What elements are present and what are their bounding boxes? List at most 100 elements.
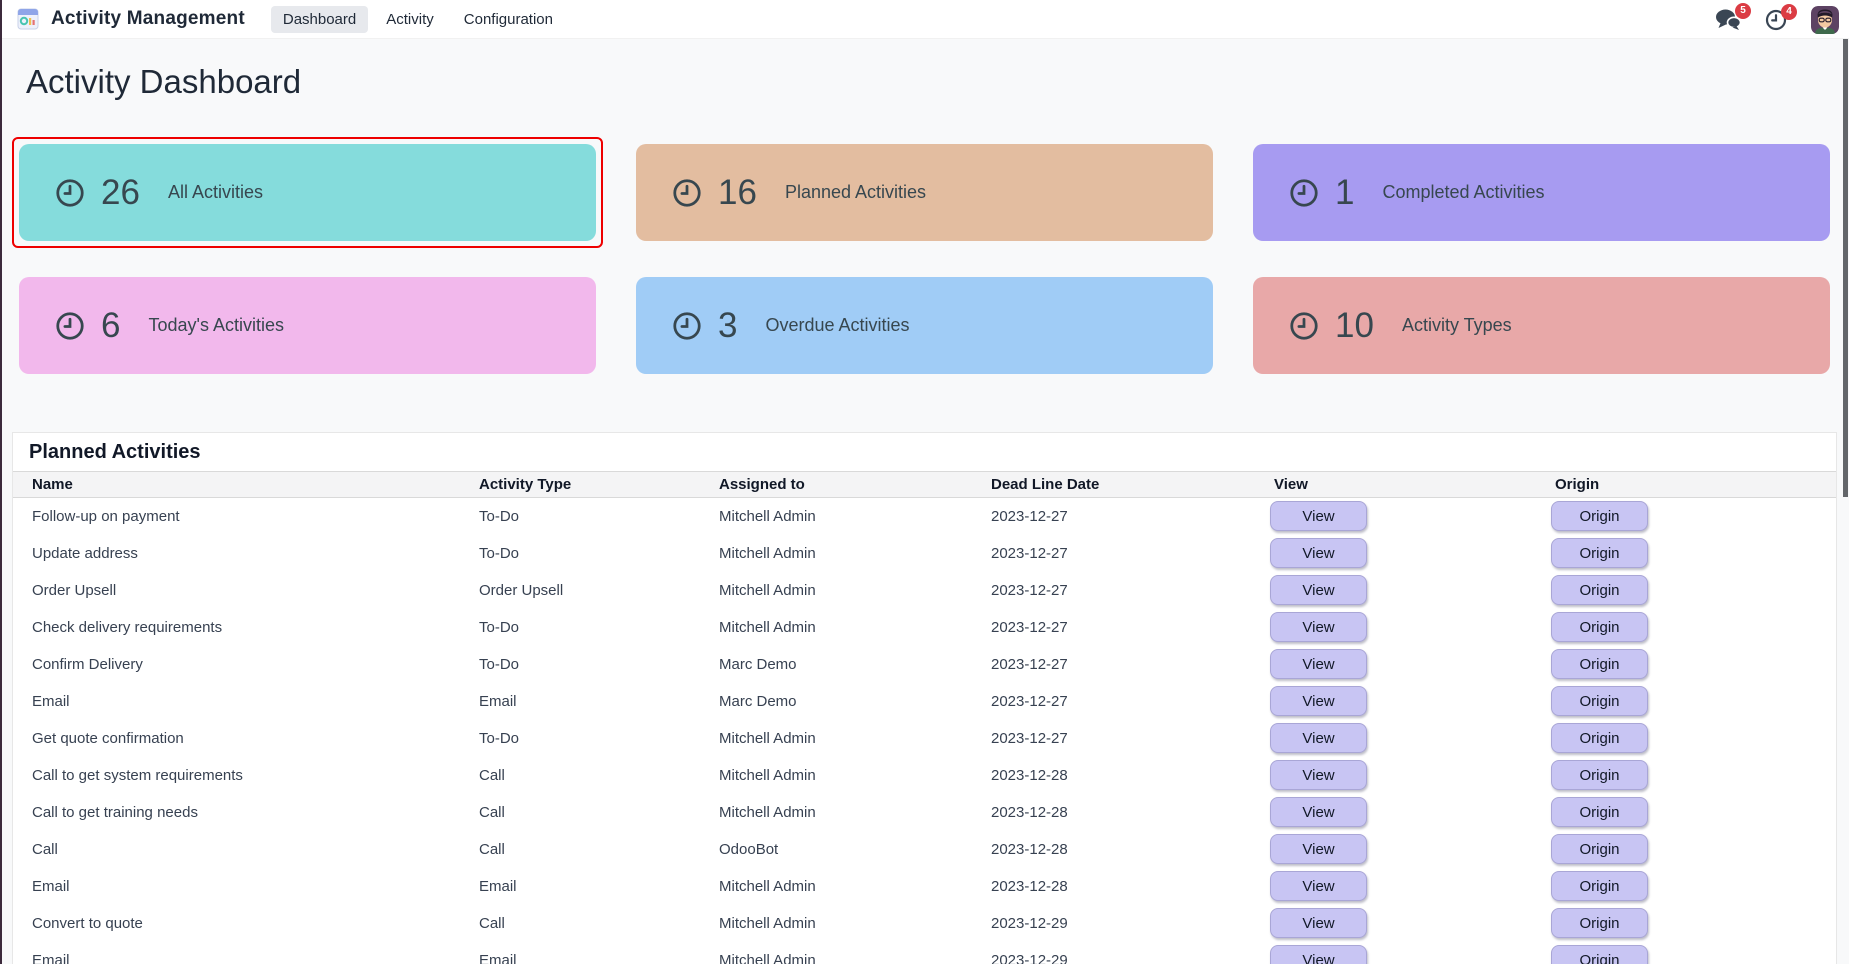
table-row: Call to get system requirements Call Mit… [13, 757, 1836, 794]
view-button[interactable]: View [1270, 871, 1367, 901]
cell-activity-type: To-Do [479, 655, 520, 673]
cell-assigned-to: Mitchell Admin [719, 729, 816, 747]
cell-name: Email [32, 692, 70, 710]
clock-icon [673, 178, 701, 207]
planned-activities-section: Planned Activities Name Activity Type As… [12, 432, 1837, 964]
cell-activity-type: Call [479, 803, 505, 821]
stat-label: Overdue Activities [765, 315, 910, 335]
origin-button[interactable]: Origin [1551, 612, 1648, 642]
cell-activity-type: Email [479, 692, 517, 710]
cell-name: Email [32, 951, 70, 964]
origin-button[interactable]: Origin [1551, 797, 1648, 827]
origin-button[interactable]: Origin [1551, 538, 1648, 568]
cell-activity-type: Email [479, 951, 517, 964]
column-header: Dead Line Date [972, 471, 1255, 498]
user-menu-button[interactable] [1811, 5, 1839, 34]
table-row: Email Email Mitchell Admin 2023-12-29 Vi… [13, 942, 1836, 964]
view-button[interactable]: View [1270, 612, 1367, 642]
user-avatar [1811, 5, 1839, 34]
stat-card-wrap: 26 All Activities [12, 137, 603, 248]
cell-activity-type: To-Do [479, 544, 520, 562]
view-button[interactable]: View [1270, 908, 1367, 938]
column-header: Activity Type [460, 471, 700, 498]
cell-deadline: 2023-12-29 [991, 914, 1068, 932]
stat-card[interactable]: 26 All Activities [19, 144, 596, 241]
column-header: Origin [1536, 471, 1836, 498]
origin-button[interactable]: Origin [1551, 871, 1648, 901]
view-button[interactable]: View [1270, 723, 1367, 753]
cell-deadline: 2023-12-28 [991, 766, 1068, 784]
cell-name: Get quote confirmation [32, 729, 184, 747]
cell-assigned-to: Mitchell Admin [719, 581, 816, 599]
nav-menu-item[interactable]: Dashboard [270, 5, 369, 33]
stat-card[interactable]: 16 Planned Activities [636, 144, 1213, 241]
origin-button[interactable]: Origin [1551, 834, 1648, 864]
cell-assigned-to: Mitchell Admin [719, 766, 816, 784]
column-header: Name [13, 471, 460, 498]
origin-button[interactable]: Origin [1551, 723, 1648, 753]
app-title: Activity Management [51, 8, 245, 29]
origin-button[interactable]: Origin [1551, 908, 1648, 938]
view-button[interactable]: View [1270, 501, 1367, 532]
window-left-edge [0, 0, 2, 964]
view-button[interactable]: View [1270, 834, 1367, 864]
cell-activity-type: To-Do [479, 729, 520, 747]
activities-badge: 4 [1781, 3, 1797, 20]
view-button[interactable]: View [1270, 575, 1367, 605]
cell-assigned-to: Mitchell Admin [719, 803, 816, 821]
stat-value: 16 [718, 172, 757, 212]
stat-label: Today's Activities [148, 315, 284, 335]
cell-assigned-to: Mitchell Admin [719, 951, 816, 964]
stat-value: 3 [718, 305, 738, 345]
cell-activity-type: To-Do [479, 618, 520, 636]
view-button[interactable]: View [1270, 686, 1367, 716]
stat-card[interactable]: 1 Completed Activities [1253, 144, 1830, 241]
stat-card[interactable]: 6 Today's Activities [19, 277, 596, 374]
origin-button[interactable]: Origin [1551, 760, 1648, 790]
stat-label: All Activities [167, 182, 263, 202]
stat-label: Planned Activities [784, 182, 927, 202]
stat-card[interactable]: 3 Overdue Activities [636, 277, 1213, 374]
table-row: Get quote confirmation To-Do Mitchell Ad… [13, 720, 1836, 757]
origin-button[interactable]: Origin [1551, 649, 1648, 679]
stat-card[interactable]: 10 Activity Types [1253, 277, 1830, 374]
cell-deadline: 2023-12-27 [991, 507, 1068, 525]
nav-menu-item[interactable]: Activity [386, 10, 434, 28]
clock-icon [1290, 178, 1318, 207]
page-title: Activity Dashboard [26, 63, 302, 100]
cell-assigned-to: Marc Demo [719, 692, 797, 710]
cell-assigned-to: Mitchell Admin [719, 544, 816, 562]
origin-button[interactable]: Origin [1551, 686, 1648, 716]
clock-icon [56, 311, 84, 340]
cell-name: Call to get system requirements [32, 766, 243, 784]
cell-assigned-to: Mitchell Admin [719, 914, 816, 932]
view-button[interactable]: View [1270, 649, 1367, 679]
table-row: Confirm Delivery To-Do Marc Demo 2023-12… [13, 646, 1836, 683]
nav-menu-item[interactable]: Configuration [463, 10, 553, 28]
activities-button[interactable]: 4 [1765, 3, 1797, 31]
table-row: Call Call OdooBot 2023-12-28 View Origin [13, 831, 1836, 868]
cell-assigned-to: Mitchell Admin [719, 507, 816, 525]
view-button[interactable]: View [1270, 945, 1367, 964]
cell-activity-type: Email [479, 877, 517, 895]
cell-deadline: 2023-12-27 [991, 544, 1068, 562]
stat-card-wrap: 6 Today's Activities [12, 270, 603, 381]
cell-name: Follow-up on payment [32, 507, 180, 525]
stat-value: 1 [1335, 172, 1355, 212]
view-button[interactable]: View [1270, 797, 1367, 827]
messages-button[interactable]: 5 [1715, 3, 1751, 31]
origin-button[interactable]: Origin [1551, 501, 1648, 532]
view-button[interactable]: View [1270, 760, 1367, 790]
cell-activity-type: To-Do [479, 507, 520, 525]
table-row: Check delivery requirements To-Do Mitche… [13, 609, 1836, 646]
vertical-scrollbar-thumb[interactable] [1843, 39, 1848, 497]
stat-label: Activity Types [1401, 315, 1512, 335]
origin-button[interactable]: Origin [1551, 575, 1648, 605]
cell-deadline: 2023-12-27 [991, 618, 1068, 636]
systray: 5 4 [1715, 0, 1839, 39]
view-button[interactable]: View [1270, 538, 1367, 568]
cell-activity-type: Call [479, 914, 505, 932]
cell-assigned-to: Mitchell Admin [719, 877, 816, 895]
app-logo-icon [17, 8, 39, 30]
origin-button[interactable]: Origin [1551, 945, 1648, 964]
